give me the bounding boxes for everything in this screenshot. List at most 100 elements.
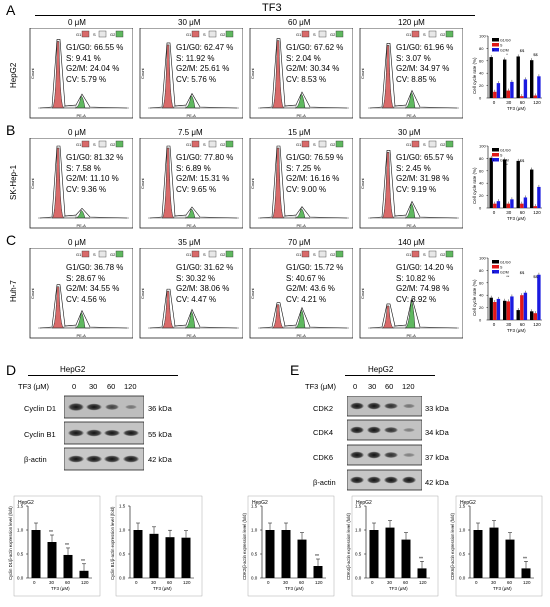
gate-label: G1 xyxy=(186,32,192,37)
blot-band xyxy=(350,402,364,410)
y-tick-label: 0.0 xyxy=(17,576,24,581)
y-tick-label: 0 xyxy=(479,318,482,323)
cell-cycle-stat: G1/G0: 62.47 % xyxy=(176,43,234,52)
y-tick-label: 0 xyxy=(479,206,482,211)
y-tick-label: 100 xyxy=(479,144,486,149)
significance-mark: * xyxy=(493,158,495,163)
bar xyxy=(401,539,411,578)
chart-y-label: Cell cycle rate (%) xyxy=(472,57,477,94)
blot-d-lane: 120 xyxy=(124,382,137,391)
chart-x-label: TF3 (μM) xyxy=(507,216,526,221)
histogram-outline xyxy=(259,38,348,109)
legend-swatch xyxy=(492,43,499,47)
gate-label: G1 xyxy=(406,142,412,147)
blot-d-kda: 36 kDa xyxy=(148,404,172,413)
g1-peak xyxy=(381,45,395,109)
histogram-x-label: PE-A xyxy=(297,223,307,228)
x-tick-label: 120 xyxy=(533,322,541,327)
chart-title: HepG2 xyxy=(356,500,372,506)
blot-band xyxy=(104,455,120,463)
blot-band xyxy=(384,427,398,433)
y-tick-label: 20 xyxy=(479,305,484,310)
concentration-label: 35 μM xyxy=(178,238,201,247)
bar xyxy=(385,527,395,578)
blot-d-protein: Cyclin B1 xyxy=(24,430,56,439)
histogram-y-label: Count xyxy=(360,67,365,79)
g1-peak xyxy=(51,147,65,219)
panel-letter-d: D xyxy=(6,362,17,378)
x-tick-label: 0 xyxy=(135,580,138,585)
legend-swatch xyxy=(492,260,499,264)
legend-label: G1/G0 xyxy=(500,38,511,42)
cell-cycle-stat: G1/G0: 76.59 % xyxy=(286,153,344,162)
cell-cycle-stat: G1/G0: 66.55 % xyxy=(66,43,124,52)
histogram-y-label: Count xyxy=(250,177,255,189)
histogram-x-label: PE-A xyxy=(407,223,417,228)
cell-cycle-stat: G2/M: 38.06 % xyxy=(176,284,230,293)
blot-band xyxy=(367,476,381,484)
histogram-outline xyxy=(369,297,458,329)
cell-cycle-stat: G1/G0: 14.20 % xyxy=(396,263,454,272)
blot-e-kda: 42 kDa xyxy=(425,478,449,487)
bar xyxy=(489,527,499,578)
x-tick-label: 0 xyxy=(493,210,496,215)
histogram-outline xyxy=(369,43,458,109)
cell-cycle-stat: S: 10.82 % xyxy=(396,273,436,283)
chart-title: HepG2 xyxy=(18,500,34,506)
bar xyxy=(47,542,57,578)
gate-label: G2 xyxy=(220,142,226,147)
tf3-header: TF3 xyxy=(262,2,282,14)
bar-g1-g0 xyxy=(530,60,534,98)
y-tick-label: 1.5 xyxy=(119,504,126,509)
histogram-y-label: Count xyxy=(30,177,35,189)
cell-cycle-stat: CV: 4.56 % xyxy=(66,294,107,304)
legend-swatch xyxy=(492,265,499,269)
y-tick-label: 1.0 xyxy=(119,528,126,533)
blot-e-kda: 34 kDa xyxy=(425,428,449,437)
blot-band xyxy=(350,426,364,434)
histogram-outline xyxy=(39,284,128,329)
panel-letter-e: E xyxy=(290,362,300,378)
bar xyxy=(149,533,159,578)
bar-g1-g0 xyxy=(516,160,520,208)
y-tick-label: 0.5 xyxy=(251,552,258,557)
x-tick-label: 0 xyxy=(33,580,36,585)
histogram-y-label: Count xyxy=(30,67,35,79)
concentration-label: 30 μM xyxy=(398,128,421,137)
bar-g1-g0 xyxy=(503,159,507,208)
bar-s xyxy=(506,90,510,98)
bar-s xyxy=(493,302,497,320)
y-tick-label: 60 xyxy=(479,280,484,285)
gate-label: G1 xyxy=(76,252,82,257)
cell-cycle-stat: CV: 4.21 % xyxy=(286,294,327,304)
x-tick-label: 60 xyxy=(507,580,513,585)
gate-swatch xyxy=(301,30,310,38)
blot-band xyxy=(350,451,364,459)
x-tick-label: 30 xyxy=(506,322,512,327)
gate-label: G1 xyxy=(406,252,412,257)
bar-g2-m xyxy=(523,292,528,320)
x-tick-label: 0 xyxy=(267,580,270,585)
cell-cycle-stat: G2/M: 30.34 % xyxy=(286,64,340,73)
cell-cycle-stat: G2/M: 34.55 % xyxy=(66,284,120,293)
y-tick-label: 1.5 xyxy=(459,504,466,509)
flow-histogram: G1 S G2 PE-A Count xyxy=(29,28,133,119)
y-tick-label: 0.0 xyxy=(119,576,126,581)
blot-band xyxy=(104,429,120,437)
significance-mark: $$ xyxy=(520,270,525,275)
bar-g1-g0 xyxy=(489,57,493,98)
y-tick-label: 40 xyxy=(479,71,484,76)
cell-cycle-stat: CV: 4.47 % xyxy=(176,294,217,304)
blot-band xyxy=(367,426,381,434)
gate-swatch xyxy=(225,30,234,38)
cell-cycle-stat: G1/G0: 31.62 % xyxy=(176,263,234,272)
cell-cycle-stat: CV: 9.19 % xyxy=(396,184,437,194)
y-tick-label: 0.0 xyxy=(355,576,362,581)
flow-histogram: G1 S G2 PE-A Count xyxy=(249,28,353,119)
gate-swatch xyxy=(301,250,310,258)
y-tick-label: 1.5 xyxy=(355,504,362,509)
histogram-outline xyxy=(369,149,458,219)
x-tick-label: 120 xyxy=(315,580,323,585)
g1-peak xyxy=(381,152,395,219)
g1-peak xyxy=(271,304,285,329)
